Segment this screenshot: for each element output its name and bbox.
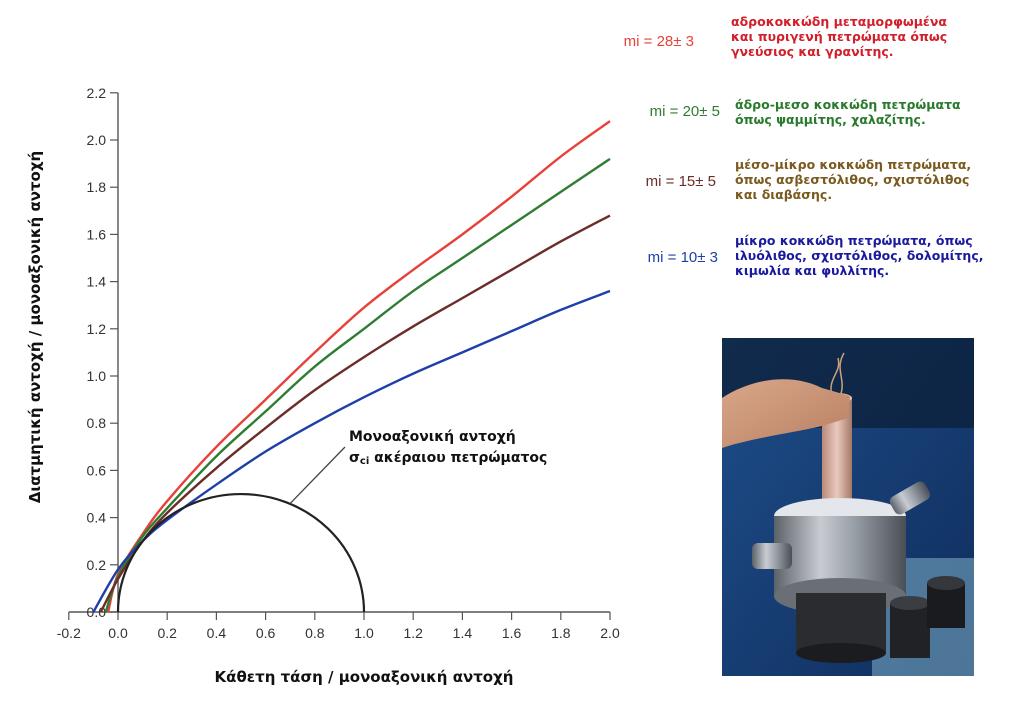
series-description-line: μέσο-μίκρο κοκκώδη πετρώματα, [735, 157, 972, 172]
y-tick-label: 0.2 [87, 557, 107, 573]
x-tick-label: 1.8 [551, 625, 571, 641]
curve-mi-0 [106, 120, 611, 613]
curve-mi-2 [99, 214, 611, 613]
x-tick-label: -0.2 [57, 625, 81, 641]
annotation-line-1: Μονοαξονική αντοχή [349, 429, 516, 445]
series-description-line: και πυριγενή πετρώματα όπως [731, 29, 948, 44]
series-labels: mi = 28± 3 mi = 20± 5 mi = 15± 5 mi = 10± 3 [624, 33, 720, 266]
series-description-line: αδροκοκκώδη μεταμορφωμένα [731, 14, 947, 29]
y-tick-label: 2.2 [87, 85, 107, 101]
series-name-label: mi = 15± 5 [646, 173, 716, 190]
x-tick-label: 1.6 [502, 625, 522, 641]
x-tick-label: 0.4 [207, 625, 227, 641]
series-description-line: γνεύσιος και γρανίτης. [731, 44, 894, 59]
annotation-line-2: σci ακέραιου πετρώματος [349, 450, 547, 467]
x-tick-label: 0.0 [108, 625, 128, 641]
x-tick-label: 0.2 [157, 625, 177, 641]
y-tick-label: 1.0 [87, 368, 107, 384]
x-tick-label: 0.6 [256, 625, 276, 641]
series-description: άδρο-μεσο κοκκώδη πετρώματα όπως ψαμμίτης… [735, 97, 961, 127]
y-tick-label: 0.0 [87, 604, 107, 620]
y-tick-label: 0.6 [87, 462, 107, 478]
series-description-line: άδρο-μεσο κοκκώδη πετρώματα [735, 97, 961, 112]
series-description: αδροκοκκώδη μεταμορφωμένα και πυριγενή πε… [731, 14, 947, 59]
x-tick-label: 1.0 [354, 625, 374, 641]
series-description-line: μίκρο κοκκώδη πετρώματα, όπως [735, 233, 973, 248]
x-tick-label: 1.2 [403, 625, 423, 641]
series-description-line: κιμωλία και φυλλίτης. [735, 263, 890, 278]
series-name-label: mi = 20± 5 [650, 103, 720, 120]
series-description: μίκρο κοκκώδη πετρώματα, όπως ιλυόλιθος, … [735, 233, 984, 278]
x-tick-label: 1.4 [453, 625, 473, 641]
y-axis-title: Διατμητική αντοχή / μονοαξονική αντοχή [26, 151, 44, 503]
y-tick-label: 0.4 [87, 510, 107, 526]
y-tick-label: 1.6 [87, 226, 107, 242]
series-description: μέσο-μίκρο κοκκώδη πετρώματα, όπως ασβεστ… [735, 157, 971, 202]
y-tick-label: 0.8 [87, 415, 107, 431]
y-tick-label: 1.8 [87, 179, 107, 195]
x-tick-label: 2.0 [600, 625, 620, 641]
series-description-line: όπως ασβεστόλιθος, σχιστόλιθος [735, 172, 970, 187]
y-tick-label: 1.4 [87, 274, 107, 290]
curves [92, 120, 611, 613]
photo-image [722, 338, 974, 676]
x-tick-label: 0.8 [305, 625, 325, 641]
rock-test-photo [722, 338, 974, 676]
axes: -0.2 0.0 0.2 0.4 0.6 0.8 1.0 1.2 1.4 1.6 1.8 2.0 0.0… [57, 85, 620, 641]
annotation-leader [289, 446, 346, 504]
mohr-annotation: Μονοαξονική αντοχή σci ακέραιου πετρώματ… [289, 429, 547, 504]
y-tick-label: 1.2 [87, 321, 107, 337]
series-description-line: όπως ψαμμίτης, χαλαζίτης. [735, 112, 926, 127]
mohr-circle [116, 492, 366, 613]
y-tick-label: 2.0 [87, 132, 107, 148]
x-axis-title: Κάθετη τάση / μονοαξονική αντοχή [215, 668, 514, 686]
series-name-label: mi = 28± 3 [624, 33, 694, 50]
series-name-label: mi = 10± 3 [648, 249, 718, 266]
series-description-line: και διαβάσης. [735, 187, 833, 202]
series-description-line: ιλυόλιθος, σχιστόλιθος, δολομίτης, [735, 248, 984, 263]
curve-mi-1 [104, 157, 611, 613]
